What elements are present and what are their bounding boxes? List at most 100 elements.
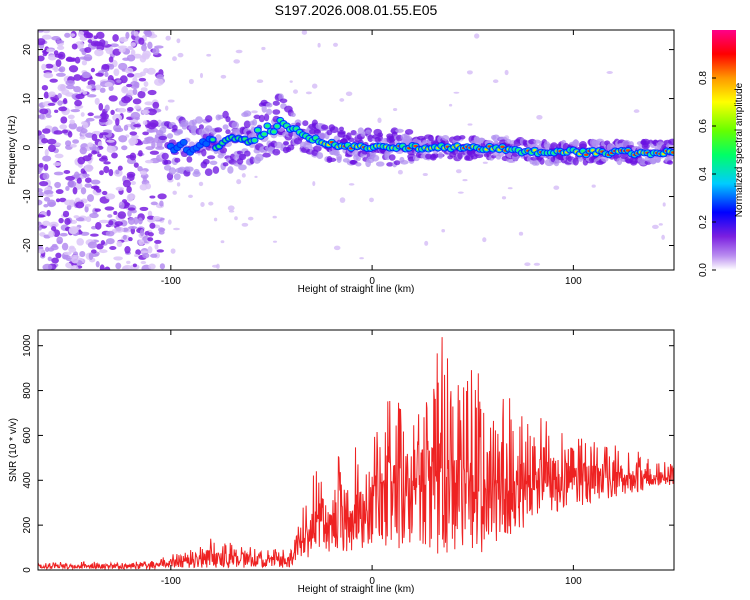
spectrogram-blob (111, 152, 118, 159)
spectrogram-blob (127, 217, 136, 225)
spectrogram-blob (441, 228, 446, 233)
spectrogram-blob (142, 252, 150, 259)
spectrogram-blob (130, 49, 136, 57)
spectrogram-blob (58, 217, 64, 224)
spectrogram-blob (462, 179, 468, 182)
spectrogram-blob (44, 63, 54, 69)
spectrogram-blob (133, 53, 142, 59)
spectrogram-blob (126, 260, 131, 265)
spectrogram-blob (459, 135, 466, 140)
spectrogram-blob (272, 148, 281, 156)
spectrogram-blob (93, 35, 99, 40)
spectrogram-blob (222, 162, 229, 167)
spectrogram-blob (492, 79, 499, 84)
spectrogram-blob (524, 262, 531, 267)
spectrogram-blob (333, 245, 341, 251)
spectrogram-blob (217, 114, 224, 120)
spectrogram-blob (47, 193, 54, 198)
spectrogram-blob (236, 179, 242, 185)
spectrogram-blob (126, 185, 132, 194)
spectrogram-blob (51, 226, 57, 232)
spectrogram-blob (104, 206, 115, 211)
spectrogram-blob (65, 186, 70, 191)
spectrogram-blob (212, 166, 220, 174)
spectrogram-blob (390, 127, 399, 135)
spectrogram-blob (124, 67, 134, 74)
spectrogram-blob (80, 187, 87, 195)
spectrogram-blob (79, 251, 86, 258)
spectrogram-blob (94, 208, 101, 212)
spectrogram-blob (507, 187, 513, 190)
spectrogram-blob (466, 70, 473, 75)
spectrogram-blob (67, 131, 73, 138)
spectrogram-blob (38, 199, 43, 206)
spectrogram-blob (247, 216, 254, 221)
spectrogram-blob (87, 142, 94, 148)
spectrogram-blob (65, 57, 75, 63)
spectrogram-blob (53, 130, 63, 135)
spectrogram-blob (437, 151, 444, 159)
spectrogram-blob (149, 119, 159, 128)
spectrogram-blob (156, 249, 165, 253)
spectrogram-blob (482, 237, 487, 243)
spectrogram-blob (70, 108, 81, 113)
spectrogram-blob (311, 83, 318, 89)
spectrogram-blob (168, 167, 177, 175)
spectrogram-blob (159, 227, 166, 232)
spectrogram-blob (51, 257, 59, 264)
spectrogram-blob (43, 72, 53, 78)
spectrogram-blob (43, 203, 49, 208)
spectrogram-blob (317, 42, 321, 48)
spectrogram-blob (45, 114, 52, 119)
spectrogram-blob (518, 231, 524, 236)
spectrogram-blob (448, 103, 453, 107)
spectrogram-blob (355, 162, 362, 167)
figure-title: S197.2026.008.01.55.E05 (275, 2, 438, 18)
spectrogram-blob (90, 179, 101, 185)
spectrogram-blob (116, 79, 122, 83)
spectrogram-blob (115, 262, 122, 270)
spectrogram-blob (265, 102, 273, 108)
spectrogram-blob (289, 80, 293, 83)
spectrogram-blob (371, 154, 380, 162)
snr-x-tick-label: 100 (565, 576, 582, 587)
spectrogram-blob (76, 238, 84, 246)
spectrogram-blob (98, 39, 106, 47)
spectrogram-blob (139, 183, 148, 191)
spectrogram-y-label: Frequency (Hz) (7, 116, 18, 185)
spectrogram-blob (539, 157, 545, 165)
spectrogram-blob (85, 132, 94, 138)
spectrogram-blob (188, 194, 193, 198)
spectrogram-blob (149, 222, 156, 229)
spectrogram-blob (140, 250, 149, 254)
spectrogram-blob (272, 100, 280, 106)
spectrogram-blob (38, 38, 46, 46)
spectrogram-blob (143, 81, 149, 87)
spectrogram-blob (53, 66, 59, 73)
spectrogram-blob (55, 198, 61, 203)
spectrogram-blob (146, 67, 156, 75)
spectrogram-blob (213, 217, 218, 222)
spectrogram-blob (89, 233, 99, 237)
spectrogram-blob (133, 124, 142, 128)
spectrogram-blob (305, 91, 312, 95)
spectrogram-blob (72, 186, 78, 195)
snr-x-label: Height of straight line (km) (298, 584, 415, 595)
colorbar-tick-label: 0.2 (698, 215, 709, 229)
spectrogram-blob (62, 254, 71, 260)
snr-series-line (38, 337, 674, 570)
spectrogram-blob (254, 175, 258, 179)
snr-y-tick-label: 600 (22, 427, 33, 444)
spectrogram-blob (261, 46, 266, 51)
spectrogram-blob (504, 69, 509, 76)
spectrogram-blob (158, 135, 168, 141)
spectrogram-blob (138, 239, 145, 246)
spectrogram-blob (180, 119, 189, 127)
spectrogram-blob (47, 256, 52, 262)
spectrogram-blob (147, 41, 153, 50)
spectrogram-blob (455, 169, 462, 174)
spectrogram-blob (69, 119, 76, 125)
spectrogram-blob (137, 166, 143, 172)
spectrogram-blob (274, 124, 280, 128)
spectrogram-blob (105, 230, 115, 237)
